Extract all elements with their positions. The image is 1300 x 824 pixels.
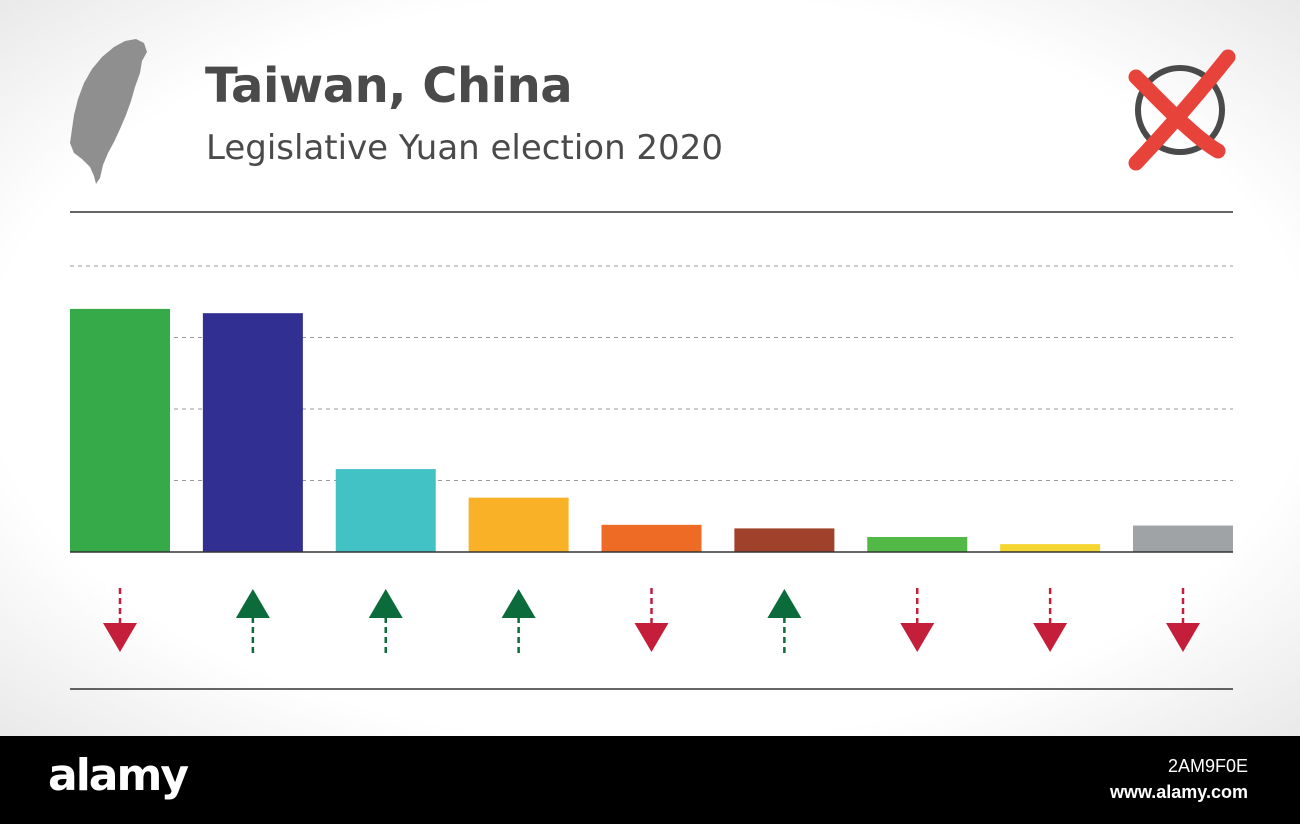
ballot-cross-icon [1128, 49, 1236, 171]
page-title: Taiwan, China [205, 58, 573, 114]
bar-4 [468, 497, 569, 552]
bar-1 [70, 308, 170, 552]
bars [70, 308, 1233, 552]
up-arrow-2 [235, 589, 270, 654]
chart-canvas: Taiwan, China Legislative Yuan election … [0, 0, 1300, 736]
image-id: 2AM9F0E [1167, 756, 1248, 776]
bar-7 [867, 536, 968, 552]
bar-9 [1133, 525, 1233, 552]
change-arrows [103, 588, 1200, 654]
bar-3 [335, 469, 436, 552]
bar-chart [70, 211, 1233, 690]
watermark-footer: alamy 2AM9F0E www.alamy.com [0, 736, 1300, 824]
down-arrow-7 [900, 588, 935, 652]
up-arrow-3 [368, 589, 403, 654]
bar-8 [1000, 544, 1101, 552]
down-arrow-8 [1033, 588, 1068, 652]
down-arrow-1 [103, 588, 137, 652]
site-url: www.alamy.com [1109, 782, 1248, 802]
taiwan-map-icon [70, 39, 147, 184]
bar-6 [734, 528, 835, 552]
down-arrow-9 [1166, 588, 1200, 652]
up-arrow-6 [767, 589, 802, 654]
bar-2 [202, 313, 303, 552]
up-arrow-4 [501, 589, 536, 654]
alamy-logo: alamy [48, 750, 189, 801]
down-arrow-5 [634, 588, 669, 652]
bar-5 [601, 524, 702, 552]
page-subtitle: Legislative Yuan election 2020 [206, 128, 723, 168]
